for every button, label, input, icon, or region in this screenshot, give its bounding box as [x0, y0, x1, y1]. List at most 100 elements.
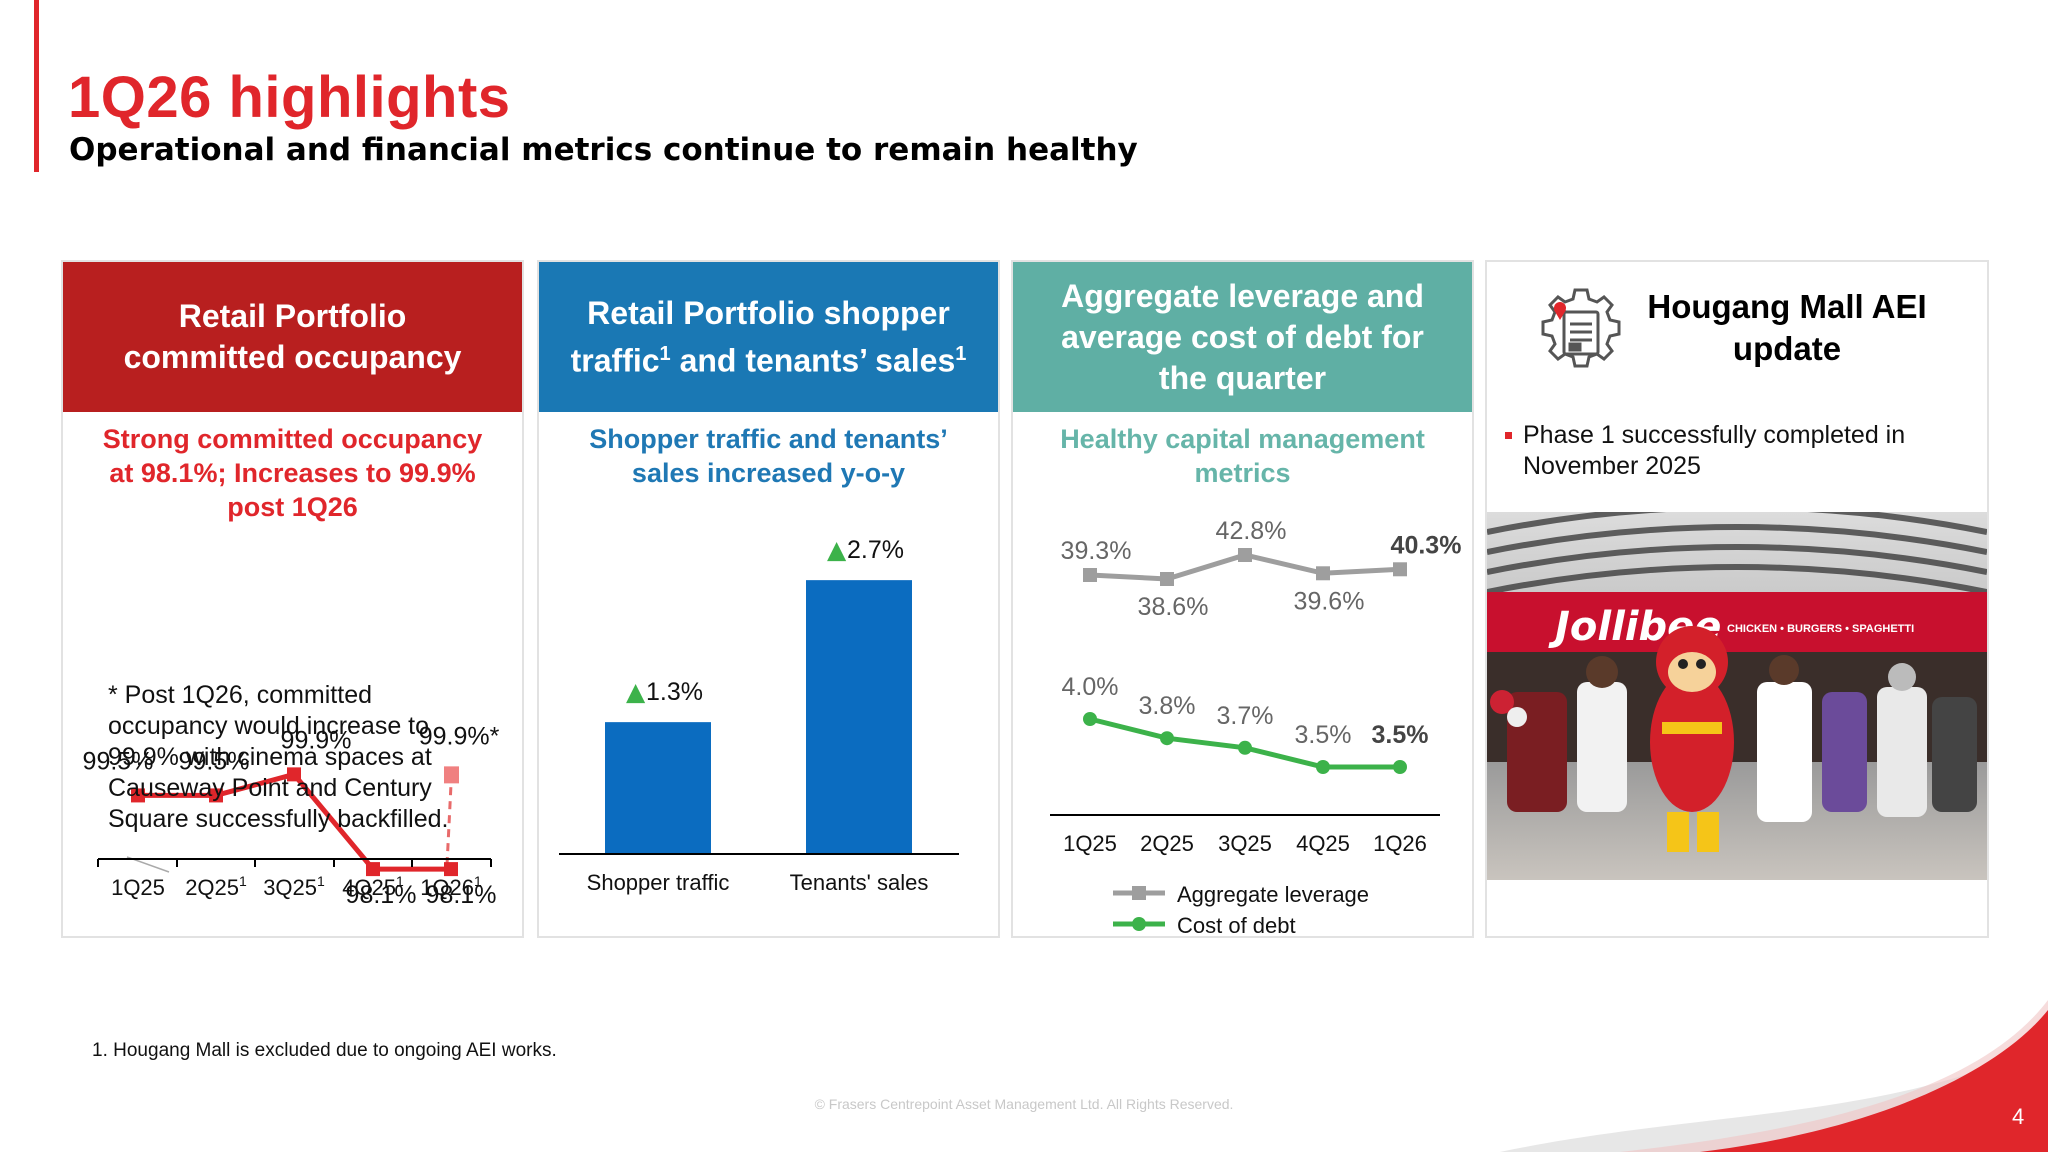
- footnote-number: 1.: [92, 1040, 108, 1061]
- traffic-heading-line: traffic1 and tenants’ sales1: [570, 342, 967, 379]
- leverage-x-tick-label: 3Q25: [1218, 831, 1272, 856]
- occupancy-heading-line: Retail Portfolio: [178, 298, 407, 334]
- page-subtitle: Operational and financial metrics contin…: [69, 132, 1138, 168]
- hougang-heading-line: update: [1732, 330, 1842, 367]
- leverage-heading-line: the quarter: [1158, 359, 1327, 396]
- leverage-point: [1316, 566, 1330, 581]
- leverage-data-label: 39.3%: [1061, 537, 1132, 565]
- occupancy-post-label: 99.9%*: [419, 722, 500, 750]
- occupancy-note-line: Causeway Point and Century: [108, 774, 432, 802]
- cost-of-debt-data-label: 3.8%: [1139, 692, 1196, 720]
- leverage-heading-line: Aggregate leverage and: [1061, 277, 1424, 314]
- occupancy-subheading-line: Strong committed occupancy: [102, 424, 483, 454]
- leverage-subheading: Healthy capital management metrics: [1023, 422, 1462, 490]
- cost-of-debt-point: [1238, 740, 1252, 755]
- footnote: 1. Hougang Mall is excluded due to ongoi…: [92, 1040, 557, 1062]
- legend-leverage-label: Aggregate leverage: [1177, 882, 1369, 907]
- jollibee-mascot: [1650, 626, 1734, 852]
- occupancy-x-tick-label: 4Q251: [342, 873, 404, 900]
- balloon-decoration: [1490, 690, 1527, 727]
- gear-document-icon: [1541, 288, 1621, 368]
- legend-leverage-marker: [1132, 886, 1146, 900]
- bar: [605, 722, 711, 854]
- leverage-data-label: 42.8%: [1216, 517, 1287, 545]
- occupancy-data-label: 99.5%: [83, 747, 154, 775]
- jollibee-tagline: CHICKEN • BURGERS • SPAGHETTI: [1727, 623, 1914, 635]
- legend-cost-of-debt-label: Cost of debt: [1177, 913, 1296, 938]
- occupancy-x-tick-label: 3Q251: [263, 873, 325, 900]
- leverage-data-label: 39.6%: [1294, 587, 1365, 615]
- occupancy-x-tick-label: 1Q25: [111, 875, 165, 900]
- occupancy-data-label: 98.1%: [346, 881, 417, 909]
- occupancy-point: [444, 862, 458, 877]
- leverage-point: [1238, 548, 1252, 562]
- cost-of-debt-point: [1083, 712, 1097, 726]
- occupancy-point: [287, 767, 301, 782]
- leverage-point: [1393, 562, 1407, 577]
- occupancy-panel: Retail Portfolio committed occupancy Stro…: [61, 260, 524, 938]
- bullet-marker: [1505, 432, 1512, 439]
- occupancy-post-marker: [444, 766, 459, 784]
- leverage-subheading-line: Healthy capital management: [1060, 424, 1425, 454]
- cost-of-debt-point: [1393, 760, 1407, 774]
- hougang-bullet-text: Phase 1 successfully completed in Novemb…: [1523, 421, 1906, 480]
- leverage-panel: Aggregate leverage and average cost of d…: [1011, 260, 1474, 938]
- hougang-heading: Hougang Mall AEI update: [1637, 286, 1937, 370]
- cost-of-debt-data-label: 3.5%: [1372, 721, 1429, 749]
- leverage-data-label: 40.3%: [1391, 531, 1462, 559]
- copyright: © Frasers Centrepoint Asset Management L…: [814, 1096, 1234, 1112]
- title-accent-bar: [34, 0, 39, 172]
- cost-of-debt-data-label: 3.7%: [1217, 702, 1274, 730]
- leverage-x-tick-label: 2Q25: [1140, 831, 1194, 856]
- cost-of-debt-data-label: 3.5%: [1295, 721, 1352, 749]
- leverage-point: [1160, 572, 1174, 586]
- bar-data-label: 1.3%: [646, 678, 703, 706]
- occupancy-point: [131, 788, 145, 803]
- occupancy-data-label: 99.9%: [281, 726, 352, 754]
- bar: [806, 580, 912, 854]
- footnote-text: Hougang Mall is excluded due to ongoing …: [113, 1040, 557, 1061]
- hougang-panel: Hougang Mall AEI update Phase 1 successf…: [1485, 260, 1989, 938]
- occupancy-point: [366, 862, 380, 877]
- up-arrow-icon: ▲: [626, 677, 646, 706]
- occupancy-data-label: 99.5%: [179, 747, 250, 775]
- leverage-x-tick-label: 4Q25: [1296, 831, 1350, 856]
- occupancy-point: [209, 788, 223, 803]
- page-title: 1Q26 highlights: [68, 65, 511, 130]
- cost-of-debt-data-label: 4.0%: [1062, 673, 1119, 701]
- bar-data-label: 2.7%: [847, 536, 904, 564]
- up-arrow-icon: ▲: [827, 535, 847, 564]
- occupancy-note-line: occupancy would increase to: [108, 712, 430, 740]
- occupancy-x-tick-label: 2Q251: [185, 873, 247, 900]
- bar-category-label: Shopper traffic: [587, 870, 730, 895]
- traffic-subheading-line: sales increased y-o-y: [631, 458, 906, 488]
- occupancy-subheading-line: at 98.1%; Increases to 99.9%: [109, 458, 476, 488]
- occupancy-subheading: Strong committed occupancy at 98.1%; Inc…: [73, 422, 512, 524]
- page-number: 4: [2012, 1104, 2025, 1129]
- traffic-heading-line: Retail Portfolio shopper: [587, 294, 950, 331]
- occupancy-subheading-line: post 1Q26: [227, 492, 358, 522]
- hougang-bullet: Phase 1 successfully completed in Novemb…: [1505, 420, 1967, 482]
- legend-cost-of-debt-marker: [1132, 917, 1146, 931]
- occupancy-heading-line: committed occupancy: [123, 339, 462, 375]
- leverage-subheading-line: metrics: [1194, 458, 1291, 488]
- leverage-data-label: 38.6%: [1138, 593, 1209, 621]
- leverage-x-tick-label: 1Q25: [1063, 831, 1117, 856]
- leverage-panel-heading: Aggregate leverage and average cost of d…: [1013, 262, 1472, 412]
- leverage-point: [1083, 568, 1097, 582]
- hougang-mall-photo: Jollibee CHICKEN • BURGERS • SPAGHETTI: [1487, 512, 1987, 880]
- traffic-chart: ▲ 1.3%Shopper traffic▲ 2.7%Tenants' sales: [559, 535, 959, 895]
- traffic-panel-heading: Retail Portfolio shopper traffic1 and te…: [539, 262, 998, 412]
- bar-category-label: Tenants' sales: [790, 870, 929, 895]
- leverage-chart: 39.3%38.6% 42.8% 39.6% 40.3% 4.0% 3.8% 3.7% 3.5…: [1050, 517, 1462, 938]
- occupancy-x-tick-label: 1Q261: [420, 873, 482, 900]
- occupancy-note-line: Square successfully backfilled.: [108, 805, 449, 833]
- occupancy-chart: 99.9%* 99.5% 99.5% 99.9% 98.1% 98.1% 1Q25 2Q251…: [83, 722, 500, 909]
- traffic-panel: Retail Portfolio shopper traffic1 and te…: [537, 260, 1000, 938]
- traffic-subheading-line: Shopper traffic and tenants’: [589, 424, 948, 454]
- occupancy-note: * Post 1Q26, committed occupancy would i…: [108, 680, 448, 835]
- occupancy-note-line: * Post 1Q26, committed: [108, 681, 373, 709]
- hougang-heading-line: Hougang Mall AEI: [1647, 288, 1927, 325]
- cost-of-debt-point: [1160, 731, 1174, 746]
